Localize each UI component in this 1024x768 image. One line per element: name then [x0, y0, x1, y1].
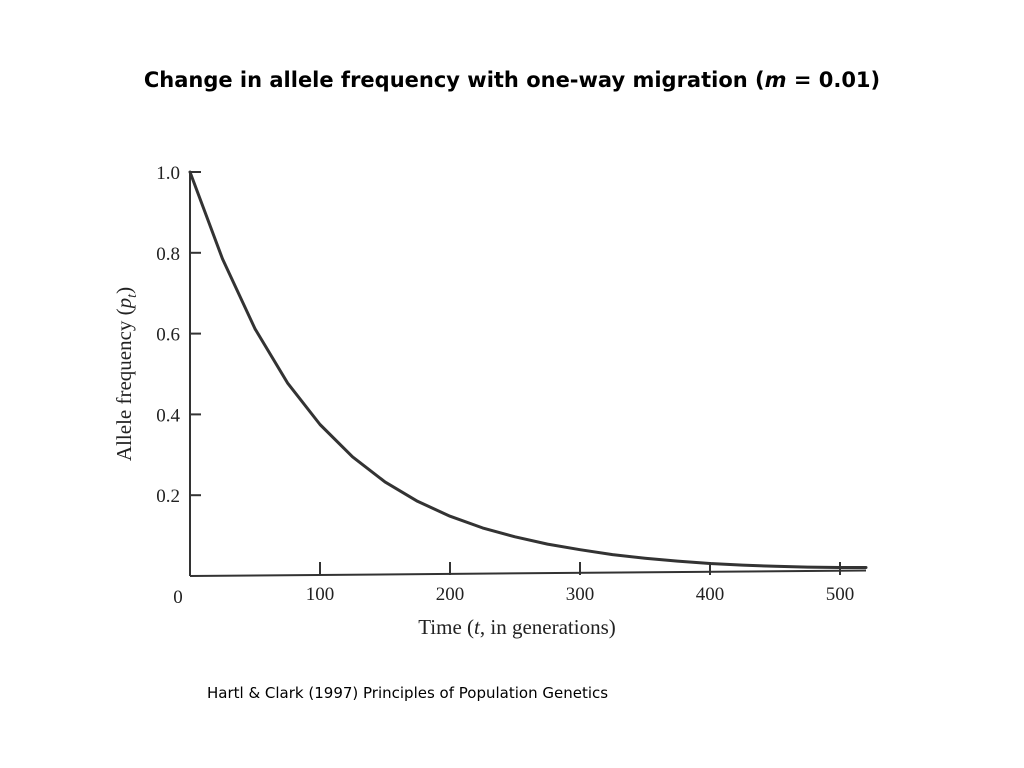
- slide-title: Change in allele frequency with one-way …: [0, 68, 1024, 92]
- title-suffix: = 0.01): [786, 68, 881, 92]
- x-axis-label-italic: t: [474, 615, 481, 639]
- x-axis-label: Time (t, in generations): [418, 615, 616, 639]
- citation: Hartl & Clark (1997) Principles of Popul…: [207, 684, 609, 702]
- x-axis-label-suffix: , in generations): [480, 615, 616, 639]
- x-tick-label-300: 300: [566, 584, 595, 605]
- x-tick-label-500: 500: [826, 584, 855, 605]
- y-tick-label-0.2: 0.2: [156, 486, 180, 507]
- x-axis-line: [189, 569, 867, 577]
- chart-tick-labels: 0.2 0.4 0.6 0.8 1.0 100 200 300 400 500 0: [156, 163, 854, 608]
- x-tick-label-400: 400: [696, 584, 725, 605]
- origin-label: 0: [173, 587, 183, 608]
- y-tick-label-0.6: 0.6: [156, 325, 180, 346]
- y-axis-label-subscript: t: [125, 293, 140, 298]
- x-tick-label-200: 200: [436, 584, 465, 605]
- chart-plot-area: [188, 170, 868, 569]
- x-tick-label-100: 100: [306, 584, 335, 605]
- y-axis-label-suffix: ): [112, 287, 136, 294]
- y-axis-label-italic: p: [112, 298, 136, 311]
- y-tick-label-1.0: 1.0: [156, 163, 180, 184]
- title-italic-m: m: [764, 68, 787, 92]
- x-axis-label-prefix: Time (: [418, 615, 474, 639]
- y-tick-label-0.4: 0.4: [156, 405, 180, 426]
- y-axis-label: Allele frequency (pt): [112, 287, 140, 461]
- y-tick-label-0.8: 0.8: [156, 244, 180, 265]
- series-line-0: [188, 170, 868, 569]
- chart-ticks: [190, 171, 841, 575]
- y-axis-label-prefix: Allele frequency (: [112, 308, 136, 461]
- chart-axes: [189, 172, 867, 577]
- title-prefix: Change in allele frequency with one-way …: [143, 68, 765, 92]
